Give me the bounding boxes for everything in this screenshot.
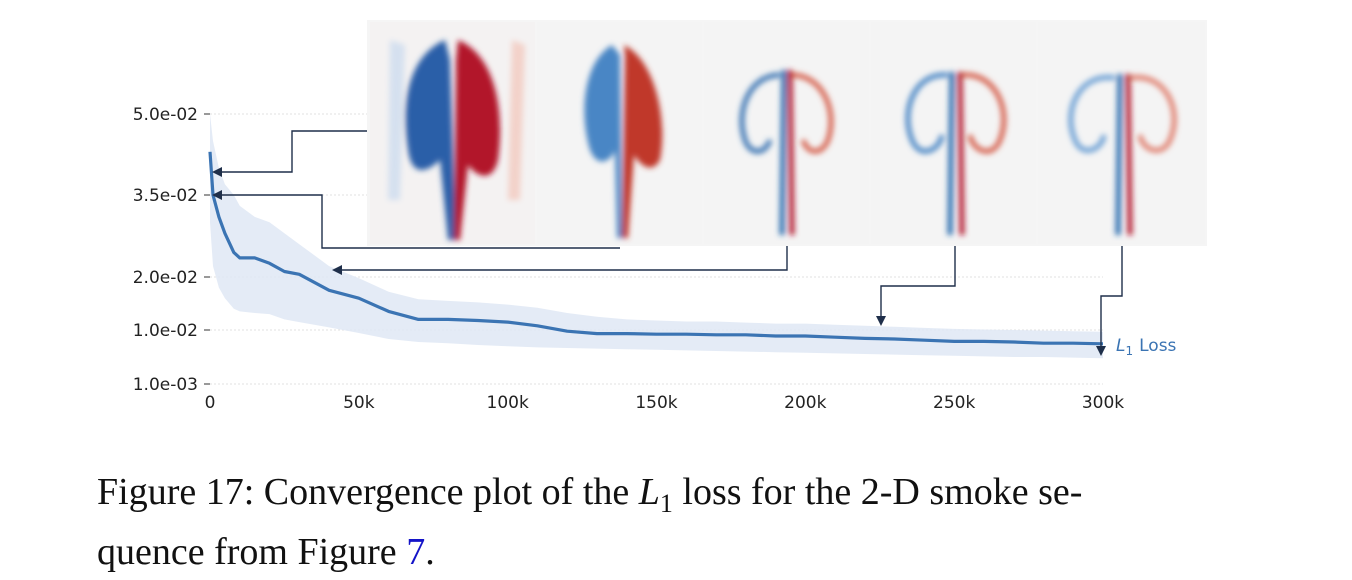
arrowhead-4 [876,316,886,326]
arrowhead-1 [212,167,222,177]
arrow-frame-1 [220,130,367,173]
loss-series-line [208,151,1104,346]
arrow-frame-5 [1100,246,1123,348]
y-axis: 1.0e-03 1.0e-02 2.0e-02 3.5e-02 5.0e-02 [133,105,210,395]
y-tick-label-4: 5.0e-02 [133,105,198,125]
x-tick-label-5: 250k [933,393,975,413]
arrowhead-3 [332,265,342,275]
x-axis: 0 50k 100k 150k 200k 250k 300k [205,393,1125,413]
series-name-sub: 1 [1125,344,1133,358]
x-tick-label-2: 100k [487,393,529,413]
arrow-frame-3 [340,246,788,271]
caption-end: . [425,531,435,573]
y-tick-label-2: 2.0e-02 [133,268,198,288]
arrowhead-5 [1096,346,1106,356]
x-tick-label-4: 200k [784,393,826,413]
series-label: L1 Loss [1116,336,1177,358]
x-tick-label-0: 0 [205,393,216,413]
arrow-frame-2 [220,194,620,249]
series-name-suffix: Loss [1139,336,1176,356]
caption-line2: quence from Figure [97,531,407,573]
loss-line-path [208,151,1104,346]
figure-caption: Figure 17: Convergence plot of the L1 lo… [97,468,1207,576]
loss-convergence-chart: 1.0e-03 1.0e-02 2.0e-02 3.5e-02 5.0e-02 0 50k… [132,20,1207,413]
caption-figure-ref[interactable]: 7 [406,531,426,573]
y-tick-label-0: 1.0e-03 [133,375,198,395]
arrowhead-2 [212,190,222,200]
smoke-frame-1 [370,22,535,244]
arrow-heads [212,167,1106,356]
smoke-frame-2 [537,22,702,244]
smoke-frame-4 [871,22,1036,244]
y-tick-label-1: 1.0e-02 [133,321,198,341]
smoke-snapshots-inset [367,20,1207,246]
caption-prefix: Figure 17: Convergence plot of the [97,471,639,513]
annotation-arrows [220,130,1123,348]
caption-math-sub: 1 [659,489,673,518]
smoke-frame-5 [1038,22,1205,244]
series-name: L [1116,336,1125,356]
x-tick-label-1: 50k [343,393,375,413]
loss-variance-band [210,114,1103,359]
variance-band-area [210,114,1103,359]
caption-math: L [638,471,660,513]
y-tick-label-3: 3.5e-02 [133,186,198,206]
smoke-frame-3 [704,22,869,244]
x-tick-label-6: 300k [1082,393,1124,413]
caption-middle: loss for the 2-D smoke se- [672,471,1083,513]
arrow-frame-4 [880,246,956,318]
x-tick-label-3: 150k [635,393,677,413]
